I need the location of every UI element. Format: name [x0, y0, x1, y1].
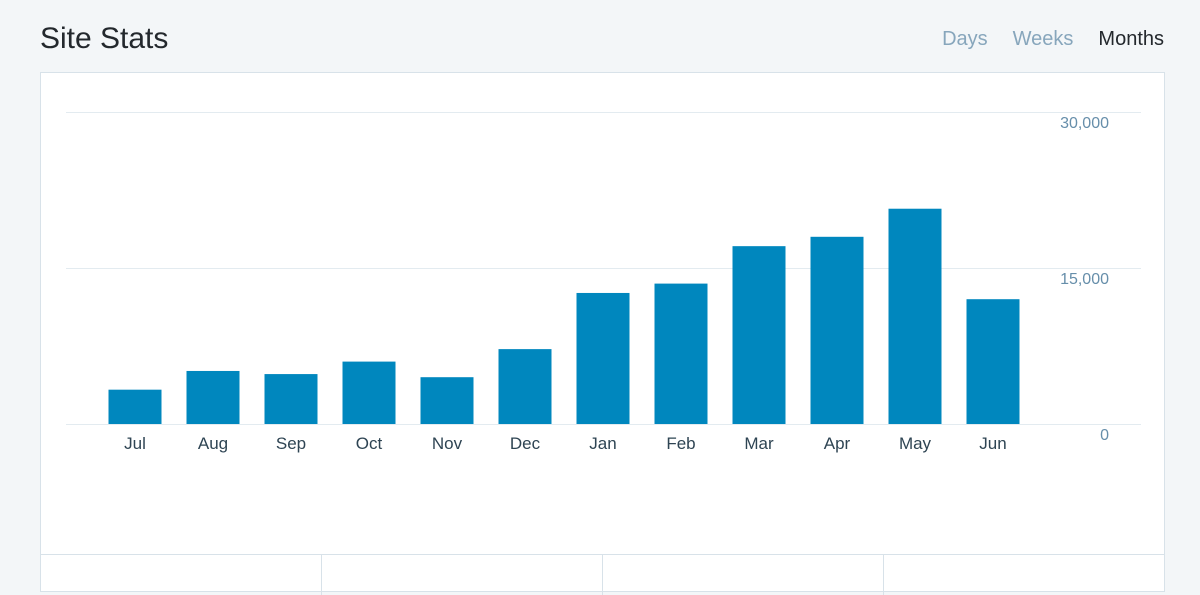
- bar-jul[interactable]: [108, 389, 162, 424]
- x-tick-label: Sep: [276, 434, 306, 453]
- bar-jan[interactable]: [576, 292, 630, 424]
- x-tick-label: Oct: [356, 434, 383, 453]
- bar-nov[interactable]: [420, 377, 474, 424]
- x-tick-label: Nov: [432, 434, 463, 453]
- summary-tab-1[interactable]: [41, 555, 322, 595]
- y-tick-label: 0: [1100, 427, 1109, 444]
- bar-jun[interactable]: [966, 299, 1020, 424]
- summary-tab-2[interactable]: [322, 555, 603, 595]
- summary-tab-3[interactable]: [603, 555, 884, 595]
- x-tick-label: Feb: [666, 434, 695, 453]
- tab-days[interactable]: Days: [942, 28, 988, 50]
- views-bar-chart: 30,000 15,000 0 Jul Aug Sep Oct Nov Dec Jan Feb Mar…: [66, 112, 1141, 453]
- page-title: Site Stats: [40, 22, 169, 55]
- x-tick-label: Jul: [124, 434, 146, 453]
- tab-weeks[interactable]: Weeks: [1012, 28, 1074, 50]
- y-tick-label: 30,000: [1060, 115, 1109, 132]
- tab-months[interactable]: Months: [1098, 28, 1164, 50]
- x-tick-label: Jan: [589, 434, 616, 453]
- bar-dec[interactable]: [498, 349, 552, 424]
- bar-feb[interactable]: [654, 283, 708, 424]
- bar-aug[interactable]: [186, 370, 240, 424]
- x-tick-label: Aug: [198, 434, 228, 453]
- x-tick-label: Dec: [510, 434, 541, 453]
- bar-mar[interactable]: [732, 246, 786, 424]
- x-tick-label: May: [899, 434, 932, 453]
- period-tabs: Days Weeks Months: [942, 26, 1164, 52]
- summary-tab-4[interactable]: [884, 555, 1164, 595]
- stats-chart-card: 30,000 15,000 0 Jul Aug Sep Oct Nov Dec Jan Feb Mar…: [40, 72, 1165, 595]
- bar-sep[interactable]: [264, 374, 318, 424]
- x-tick-label: Jun: [979, 434, 1006, 453]
- bar-may[interactable]: [888, 208, 942, 424]
- bar-oct[interactable]: [342, 361, 396, 424]
- summary-tabs-row: [41, 554, 1164, 595]
- x-tick-label: Mar: [744, 434, 774, 453]
- bar-apr[interactable]: [810, 236, 864, 424]
- y-tick-label: 15,000: [1060, 271, 1109, 288]
- x-tick-label: Apr: [824, 434, 851, 453]
